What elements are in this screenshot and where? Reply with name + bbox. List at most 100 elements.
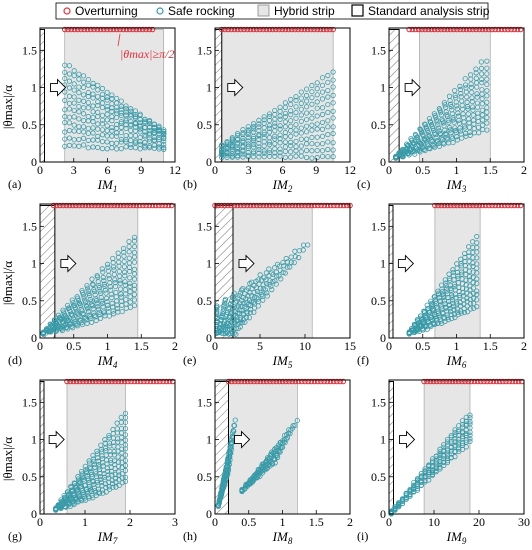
safe-point [314,86,320,92]
overturning-point [425,26,432,33]
safe-point [438,135,445,141]
safe-point [71,122,77,128]
safe-point [271,446,278,452]
safe-point [451,117,457,123]
safe-point [121,264,127,270]
safe-point [99,449,105,455]
safe-point [261,120,267,126]
overturning-point [320,26,327,33]
safe-point [118,291,124,297]
safe-point [94,448,100,454]
safe-point [237,324,243,330]
overturning-point [257,202,263,209]
overturning-point [105,378,112,385]
safe-point [132,140,139,146]
safe-point [142,125,148,131]
safe-point [462,82,469,88]
safe-point [252,472,258,478]
safe-point [123,116,129,122]
x-tick-label: 1.5 [483,163,498,177]
safe-point [276,442,282,448]
overturning-point [482,26,489,33]
safe-point [56,315,62,321]
overturning-point [340,378,347,385]
overturning-point [508,202,514,209]
safe-point [68,484,74,490]
safe-point [256,121,262,127]
safe-point [235,131,241,137]
x-tick-label: 0.5 [415,163,430,177]
safe-point [90,130,96,136]
safe-point [440,140,446,146]
safe-point [230,428,236,434]
overturning-point [82,202,89,209]
y-tick-label: 0 [380,331,386,345]
safe-point [280,269,286,275]
safe-point [112,283,119,290]
safe-point [245,124,251,130]
safe-point [405,142,411,148]
overturning-point [431,26,438,33]
overturning-point [289,378,296,385]
x-tick-label: 1 [105,339,111,353]
x-tick-label: 0 [386,339,392,353]
safe-point [293,127,299,133]
safe-point [304,92,310,99]
safe-point [95,99,101,105]
safe-point [73,309,80,315]
overturning-point [146,26,153,33]
overturning-point [512,378,519,385]
safe-point [288,149,294,155]
overturning-point [451,26,457,33]
safe-point [420,145,426,151]
safe-point [304,86,310,92]
overturning-point [50,202,57,209]
safe-point [429,460,436,466]
safe-point [429,456,436,462]
safe-point [470,280,476,286]
safe-point [109,300,115,307]
overturning-point [295,202,302,209]
safe-point [266,141,273,148]
safe-point [249,293,255,299]
safe-point [266,117,273,124]
safe-point [64,302,71,309]
overturning-point [263,26,270,33]
safe-point [404,141,410,147]
panel-label: (e) [183,353,196,367]
safe-point [456,120,463,126]
panel-a: 0 3 6 9 12 0 0.5 1 1.5 (a) IM1 |θmax|/α [0,26,181,194]
standard-strip [388,28,400,163]
safe-point [424,302,430,308]
safe-point [107,443,113,449]
overturning-point [514,202,521,209]
x-tick-label: 1 [82,515,88,529]
overturning-point [67,378,74,385]
overturning-point [248,378,254,385]
safe-point [282,270,288,276]
overturning-point [443,378,449,385]
safe-point [250,144,257,150]
safe-point [277,104,283,110]
safe-point [319,111,326,118]
safe-point [455,309,461,315]
safe-point [85,288,91,294]
safe-point [95,133,101,139]
safe-point [109,145,115,151]
safe-point [77,317,83,323]
safe-point [290,423,296,429]
safe-point [118,294,124,300]
safe-point [229,135,235,141]
overturning-point [64,378,70,385]
y-tick-label: 0.5 [371,470,386,484]
safe-point [254,469,261,475]
safe-point [452,92,458,99]
safe-point [127,289,133,295]
x-tick-label: 0 [37,163,43,177]
safe-point [277,126,283,132]
x-tick-label: 0 [386,163,392,177]
overturning-point [254,378,260,385]
safe-point [122,282,128,288]
safe-point [457,300,463,306]
overturning-point [69,202,76,209]
